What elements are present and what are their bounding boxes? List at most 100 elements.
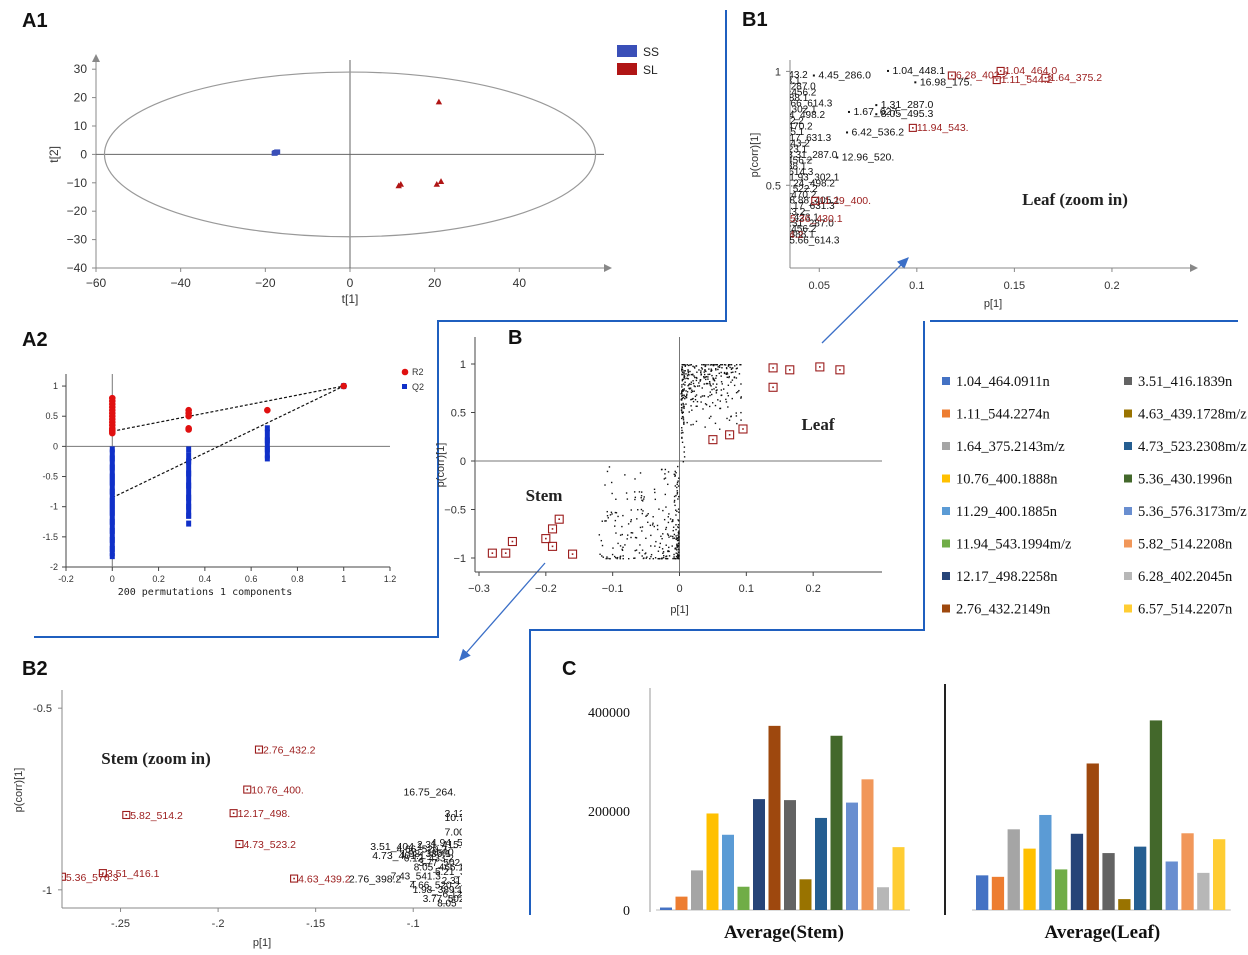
b-stem-dot — [605, 557, 607, 560]
b-stem-dot — [676, 483, 678, 486]
b-leaf-dot — [730, 368, 733, 371]
b-leaf-dot — [681, 429, 683, 432]
b-stem-dot — [677, 557, 679, 559]
b-annotation-leaf: Leaf — [801, 415, 834, 434]
b-xtick-label: 0 — [676, 583, 682, 595]
b-leaf-marker — [725, 430, 735, 440]
b-leaf-dot — [733, 384, 736, 387]
b-stem-dot — [665, 526, 668, 529]
b1-black-dot — [846, 131, 849, 134]
b2-red-marker — [254, 745, 264, 754]
b-leaf-dot — [726, 373, 729, 375]
b-stem-dot — [672, 557, 674, 560]
b-stem-dot — [604, 520, 606, 522]
b-stem-dot — [645, 557, 647, 559]
chart-b2: -.25 -.2 -.15 -.1 -0.5 -1 p[1] p(corr)[1] 2.31_4… — [13, 690, 462, 949]
b-stem-dot — [646, 514, 648, 517]
b2-xtick-label: -.15 — [306, 918, 325, 930]
c-bar — [991, 876, 1005, 910]
b-leaf-dot — [738, 373, 741, 375]
b-leaf-dot — [683, 421, 685, 423]
c-legend-label: 5.36_430.1996n — [1138, 472, 1233, 488]
b-leaf-dot — [692, 400, 695, 403]
b2-red-marker-dot — [238, 843, 241, 845]
b-xtick-label: 0.1 — [739, 583, 754, 595]
b-leaf-dot — [718, 372, 720, 375]
b-stem-dot — [614, 525, 616, 527]
b-stem-dot — [615, 532, 617, 534]
b2-ytick-label: -0.5 — [33, 703, 52, 715]
b-stem-dot — [662, 533, 664, 535]
b-stem-dot — [607, 557, 609, 560]
b-leaf-dot — [740, 364, 742, 366]
b1-clutter-label: 3.31_287.0 — [787, 150, 837, 161]
b2-red-label: 4.63_439.2 — [298, 874, 351, 886]
c-legend-label: 2.76_432.2149n — [956, 602, 1051, 618]
b-stem-dot — [664, 473, 666, 475]
b-leaf-dot — [681, 391, 683, 393]
b-stem-dot — [678, 549, 680, 551]
b1-clutter-label: 9.12_456.2 — [766, 87, 816, 98]
b-leaf-dot — [700, 374, 702, 376]
panel-label-a1: A1 — [22, 10, 48, 32]
b-leaf-dot — [705, 370, 707, 373]
b-stem-dot — [653, 525, 655, 528]
b-leaf-dot — [708, 417, 711, 419]
b-leaf-dot — [735, 415, 738, 417]
b-leaf-dot — [704, 376, 707, 378]
b-stem-marker-dot — [545, 537, 547, 540]
b-stem-dot — [668, 546, 670, 549]
b1-black-dot — [847, 110, 850, 113]
b-stem-dot — [654, 545, 656, 547]
b-leaf-dot — [703, 364, 705, 366]
b-stem-dot — [665, 506, 667, 508]
b-center-dot — [681, 373, 683, 376]
a2-ytick-label: 1 — [53, 381, 58, 391]
b1-black-label: 16.98_175. — [920, 76, 973, 88]
b-leaf-dot — [682, 406, 685, 408]
b-leaf-dot — [703, 373, 706, 376]
b-leaf-dot — [734, 371, 737, 373]
b2-red-label: 12.17_498. — [238, 808, 291, 820]
b-stem-marker-dot — [551, 545, 554, 548]
b-leaf-dot — [735, 364, 738, 366]
c-bar — [706, 813, 719, 910]
b-leaf-dot — [727, 406, 729, 408]
b-leaf-dot — [730, 381, 732, 383]
b-stem-dot — [673, 473, 675, 476]
b-leaf-dot — [715, 377, 717, 379]
b-leaf-dot — [694, 398, 697, 401]
b-stem-dot — [650, 553, 653, 556]
b1-black-dot — [875, 104, 878, 107]
b-xtick-label: −0.3 — [468, 583, 490, 595]
b-leaf-dot — [735, 377, 738, 379]
a1-sl-point — [435, 98, 443, 105]
b-leaf-dot — [696, 377, 698, 379]
a1-xtick-label: −40 — [170, 276, 191, 290]
b-leaf-dot — [714, 404, 717, 407]
b-leaf-dot — [681, 390, 683, 392]
b-stem-dot — [599, 553, 601, 555]
c-legend-swatch — [1124, 572, 1132, 580]
b-leaf-dot — [727, 365, 730, 367]
b-leaf-marker — [738, 424, 748, 434]
b-stem-dot — [630, 536, 632, 539]
c-legend-swatch — [942, 474, 950, 483]
b-leaf-dot — [719, 400, 721, 402]
b-xtick-label: 0.2 — [806, 583, 821, 595]
a2-legend-q2-marker — [402, 384, 407, 389]
b-stem-dot — [665, 528, 667, 531]
b-leaf-dot — [692, 423, 694, 426]
a1-ss-point — [271, 150, 278, 156]
b-leaf-dot — [683, 389, 685, 392]
b-leaf-dot — [681, 370, 683, 372]
b-leaf-dot — [691, 390, 694, 393]
b-leaf-dot — [726, 371, 728, 374]
b-stem-dot — [677, 556, 679, 558]
c-ytick-label: 200000 — [588, 805, 630, 820]
b-stem-dot — [677, 531, 680, 534]
b-leaf-dot — [721, 364, 723, 366]
chart-a2: -0.2 0 0.2 0.4 0.6 0.8 1 1.2 1 0.5 0 -0.5 -1 -1.5 -2 R2… — [42, 367, 424, 598]
b-stem-dot — [664, 477, 667, 479]
b-leaf-dot — [698, 369, 700, 371]
